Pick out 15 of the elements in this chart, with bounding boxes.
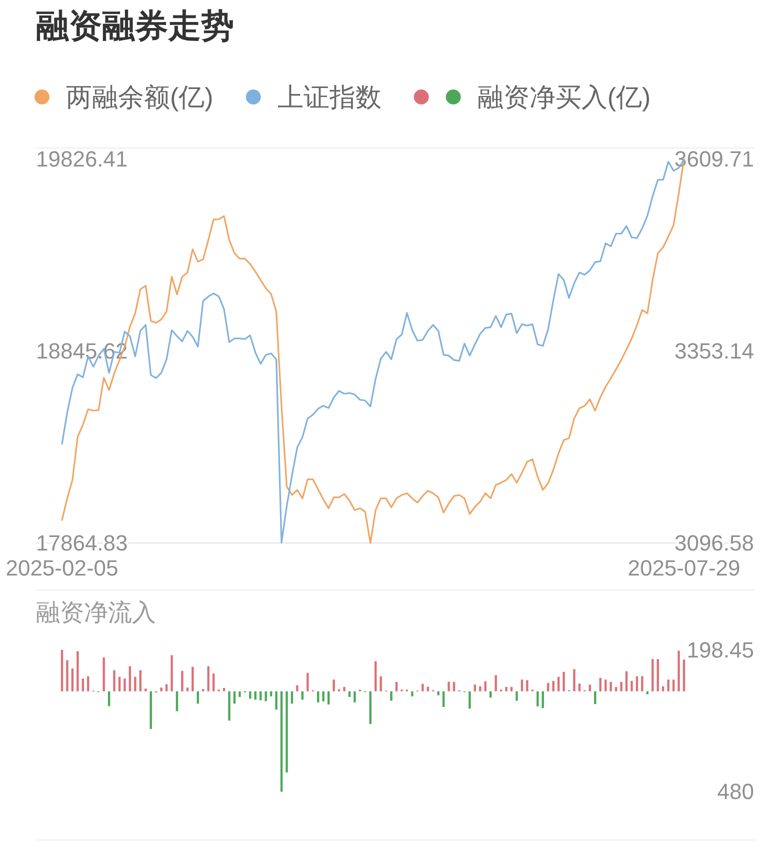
legend-label: 融资净买入(亿) <box>477 82 651 112</box>
x-tick-label: 2025-02-05 <box>6 556 118 580</box>
chart-title: 融资融券走势 <box>36 7 234 44</box>
y-tick-label: 480 <box>717 779 754 804</box>
y-tick-label: 19826.41 <box>36 146 128 172</box>
x-tick-label: 2025-07-29 <box>628 556 740 580</box>
legend: 融资净买入(亿) <box>414 82 651 112</box>
y2-tick-label: 3096.58 <box>674 530 754 556</box>
y-tick-label: 198.45 <box>686 637 754 662</box>
y2-tick-label: 3609.71 <box>674 146 754 172</box>
chart-title: 融资净流入 <box>36 600 156 626</box>
y-tick-label: 17864.83 <box>36 530 128 556</box>
y2-tick-label: 3353.14 <box>674 338 754 364</box>
legend-label: 上证指数 <box>277 82 382 112</box>
legend-label: 两融余额(亿) <box>66 82 214 112</box>
